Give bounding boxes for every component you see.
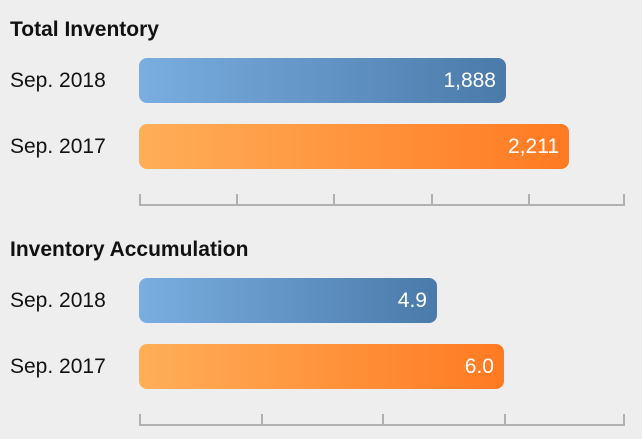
chart-title: Inventory Accumulation	[10, 238, 249, 261]
bar-value-label: 2,211	[508, 135, 559, 158]
chart-title: Total Inventory	[10, 18, 159, 41]
x-axis-tick	[139, 414, 141, 426]
category-label: Sep. 2017	[10, 355, 106, 378]
bar-sep-2017: 6.0	[139, 344, 504, 389]
x-axis-tick	[139, 194, 141, 206]
x-axis	[139, 412, 625, 426]
x-axis-tick	[236, 194, 238, 206]
bar-value-label: 6.0	[464, 355, 494, 378]
category-label: Sep. 2017	[10, 135, 106, 158]
x-axis-tick	[623, 414, 625, 426]
bar-sep-2018: 4.9	[139, 278, 437, 323]
x-axis-tick	[623, 194, 625, 206]
x-axis-tick	[504, 414, 506, 426]
x-axis-tick	[382, 414, 384, 426]
x-axis-tick	[333, 194, 335, 206]
bar-sep-2018: 1,888	[139, 58, 506, 103]
category-label: Sep. 2018	[10, 289, 106, 312]
bar-sep-2017: 2,211	[139, 124, 569, 169]
bar-value-label: 1,888	[443, 69, 496, 92]
x-axis-line	[139, 204, 625, 206]
bar-value-label: 4.9	[397, 289, 427, 312]
x-axis-tick	[261, 414, 263, 426]
x-axis-tick	[431, 194, 433, 206]
category-label: Sep. 2018	[10, 69, 106, 92]
x-axis	[139, 192, 625, 206]
x-axis-tick	[528, 194, 530, 206]
